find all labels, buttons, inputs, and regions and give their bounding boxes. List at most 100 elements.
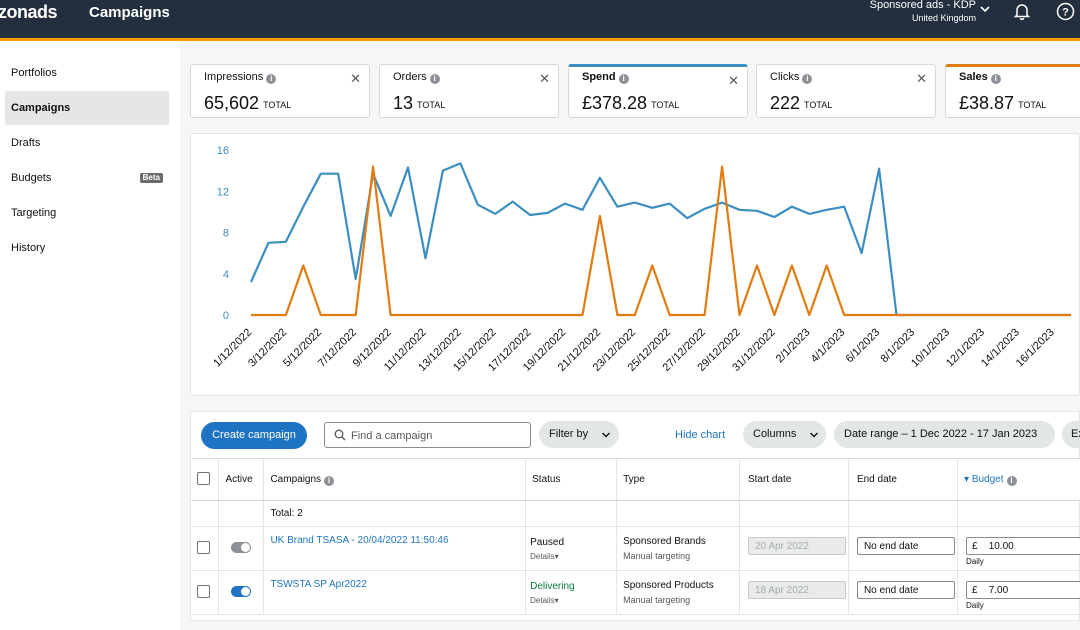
active-toggle[interactable]	[231, 541, 252, 553]
type-text: Sponsored Products	[623, 580, 714, 591]
columns-label: Columns	[753, 428, 797, 440]
campaign-name-cell: TSWSTA SP Apr2022	[263, 570, 527, 615]
end-date-input[interactable]: No end date	[856, 580, 955, 599]
sidebar-item-targeting[interactable]: Targeting	[11, 207, 57, 219]
columns-button[interactable]: Columns	[743, 421, 826, 448]
chevron-down-icon	[602, 432, 610, 438]
empty-cell	[848, 500, 959, 527]
y-tick-label: 4	[223, 269, 229, 281]
date-range-button[interactable]: Date range – 1 Dec 2022 - 17 Jan 2023	[834, 421, 1055, 448]
metric-total: TOTAL	[417, 100, 446, 110]
metric-label: Spend	[582, 71, 616, 83]
info-icon[interactable]: i	[990, 74, 1001, 84]
campaigns-table: Active Campaigns i Status Type Start date…	[191, 458, 1080, 615]
campaign-link[interactable]: TSWSTA SP Apr2022	[270, 579, 367, 590]
start-date-cell: 20 Apr 2022	[739, 526, 849, 571]
campaign-link[interactable]: UK Brand TSASA - 20/04/2022 11:50:46	[270, 535, 449, 546]
export-button[interactable]: Ex	[1062, 421, 1080, 448]
sidebar-item-label: Budgets	[11, 172, 52, 184]
type-cell: Sponsored Products Manual targeting	[616, 570, 740, 615]
budget-period: Daily	[966, 601, 984, 610]
header-end-date[interactable]: End date	[848, 458, 959, 501]
y-tick-label: 12	[217, 186, 229, 198]
active-cell	[218, 570, 265, 615]
budget-cell: £ 10.00 Daily	[957, 526, 1080, 571]
info-icon[interactable]: i	[1006, 475, 1017, 486]
sort-desc-icon: ▾	[964, 473, 970, 485]
info-icon[interactable]: i	[324, 475, 335, 486]
details-dropdown[interactable]: Details▾	[530, 552, 616, 561]
chevron-down-icon[interactable]	[980, 4, 990, 14]
logo[interactable]: zonads	[0, 2, 58, 22]
details-dropdown[interactable]: Details▾	[530, 596, 616, 605]
empty-cell	[191, 500, 220, 527]
empty-cell	[218, 500, 265, 527]
search-input[interactable]	[351, 427, 521, 444]
header-campaigns[interactable]: Campaigns i	[263, 458, 527, 501]
start-date-input: 18 Apr 2022	[747, 580, 846, 599]
header-start-date[interactable]: Start date	[739, 458, 849, 501]
metric-value: 222	[770, 93, 801, 113]
metric-value: 13	[393, 93, 414, 113]
help-icon[interactable]: ?	[1056, 2, 1075, 21]
y-tick-label: 0	[223, 310, 229, 322]
search-box	[324, 422, 531, 448]
performance-chart: 16128401/12/20223/12/20225/12/20227/12/2…	[211, 145, 1071, 374]
x-tick-label: 4/1/2023	[809, 326, 848, 365]
close-icon[interactable]: ✕	[350, 71, 361, 86]
info-icon[interactable]: i	[618, 74, 629, 84]
select-all-checkbox[interactable]	[197, 471, 210, 485]
empty-cell	[525, 500, 618, 527]
metric-label: Sales	[959, 71, 988, 83]
sidebar: Portfolios Campaigns Drafts Budgets Beta …	[0, 41, 180, 630]
performance-chart-card: 16 12 8 4 0 1/12/2022 3/12/2022 5/12/2022 7/12/2…	[190, 133, 1080, 396]
row-select-cell	[191, 526, 220, 571]
budget-input[interactable]: £ 7.00	[966, 581, 1080, 599]
header-budget[interactable]: ▾ Budget i	[957, 458, 1080, 501]
status-text: Delivering	[530, 580, 575, 592]
info-icon[interactable]: i	[802, 74, 813, 84]
campaign-name-cell: UK Brand TSASA - 20/04/2022 11:50:46	[263, 526, 527, 571]
table-header-row: Active Campaigns i Status Type Start date…	[191, 458, 1080, 501]
sidebar-item-portfolios[interactable]: Portfolios	[11, 67, 57, 79]
active-cell	[218, 526, 265, 571]
row-checkbox[interactable]	[197, 584, 210, 598]
end-date-input[interactable]: No end date	[856, 536, 955, 555]
start-date-input: 20 Apr 2022	[747, 536, 846, 555]
filter-by-button[interactable]: Filter by	[539, 421, 619, 448]
close-icon[interactable]: ✕	[728, 73, 739, 88]
budget-period: Daily	[966, 557, 984, 566]
header-active[interactable]: Active	[218, 458, 265, 501]
header-status[interactable]: Status	[525, 458, 618, 501]
metric-value: 65,602	[204, 93, 260, 113]
main-content: Impressions i 65,602 TOTAL ✕ Orders i 13 TOT…	[180, 41, 1080, 630]
account-region: United Kingdom	[911, 13, 976, 23]
create-campaign-button[interactable]: Create campaign	[201, 422, 307, 449]
metric-card-impressions[interactable]: Impressions i 65,602 TOTAL ✕	[190, 64, 370, 118]
bell-icon[interactable]	[1013, 2, 1031, 20]
active-toggle[interactable]	[231, 585, 252, 597]
campaign-table-card: Create campaign Filter by Hide chart Col…	[190, 411, 1080, 621]
info-icon[interactable]: i	[429, 74, 440, 84]
sidebar-item-budgets[interactable]: Budgets Beta	[5, 161, 169, 195]
header-type[interactable]: Type	[616, 458, 740, 501]
metric-total: TOTAL	[263, 100, 292, 110]
close-icon[interactable]: ✕	[916, 71, 927, 86]
metric-card-sales[interactable]: Sales i £38.87 TOTAL	[945, 64, 1080, 118]
sidebar-item-drafts[interactable]: Drafts	[11, 137, 41, 149]
close-icon[interactable]: ✕	[539, 71, 550, 86]
svg-text:?: ?	[1062, 7, 1069, 19]
info-icon[interactable]: i	[266, 74, 277, 84]
hide-chart-link[interactable]: Hide chart	[675, 429, 726, 441]
metric-card-spend[interactable]: Spend i £378.28 TOTAL ✕	[568, 64, 748, 118]
y-tick-label: 8	[223, 228, 229, 240]
select-all-cell	[191, 458, 220, 501]
account-switcher[interactable]: Sponsored ads - KDP United Kingdom	[860, 0, 976, 25]
metric-card-orders[interactable]: Orders i 13 TOTAL ✕	[379, 64, 559, 118]
sidebar-item-campaigns[interactable]: Campaigns	[5, 91, 169, 125]
metric-card-clicks[interactable]: Clicks i 222 TOTAL ✕	[756, 64, 936, 118]
currency-symbol: £	[972, 541, 978, 552]
row-checkbox[interactable]	[197, 540, 210, 554]
sidebar-item-history[interactable]: History	[11, 242, 46, 254]
budget-input[interactable]: £ 10.00	[966, 537, 1080, 555]
